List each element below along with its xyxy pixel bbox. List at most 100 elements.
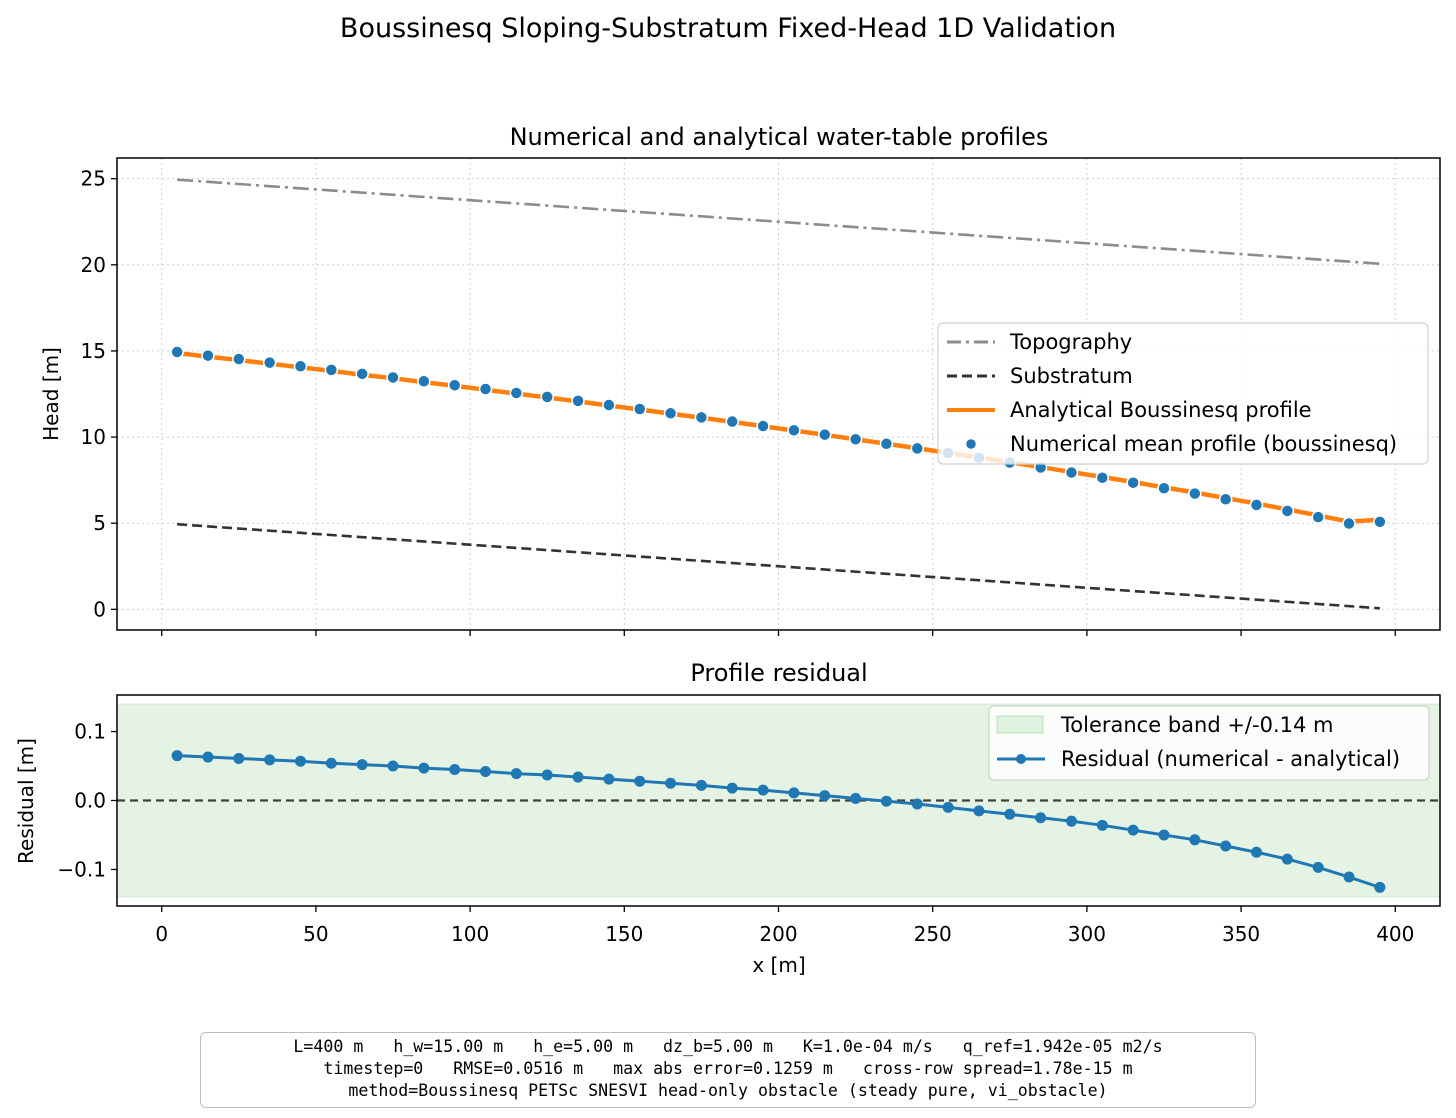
bottom-xtick-label: 0 [155,922,168,946]
numerical-profile-point [787,423,801,438]
numerical-profile-point [632,402,647,416]
bottom-panel-title: Profile residual [690,659,867,687]
residual-point [1096,819,1108,831]
numerical-profile-point [1311,510,1325,524]
residual-point [541,769,553,781]
residual-point [850,792,862,804]
residual-point [1281,853,1293,865]
residual-point [1004,808,1016,820]
residual-point [264,754,276,766]
residual-point [819,790,831,802]
numerical-profile-point [602,398,616,412]
residual-point [510,768,522,780]
residual-point [480,766,492,778]
numerical-profile-point [725,414,739,429]
bottom-xtick-label: 200 [759,922,797,946]
numerical-profile-point [355,367,369,381]
top-ytick-label: 20 [81,253,106,277]
bottom-xtick-label: 400 [1376,922,1414,946]
numerical-profile-point [571,394,585,408]
numerical-profile-point [1280,504,1295,518]
numerical-profile-point [1126,475,1140,490]
residual-point [911,798,923,810]
residual-point [1312,861,1324,873]
legend-numerical-label: Numerical mean profile (boussinesq) [1010,432,1397,456]
bottom-xtick-label: 300 [1068,922,1106,946]
bottom-xtick-label: 150 [605,922,643,946]
residual-point [418,762,430,774]
numerical-profile-point [509,386,524,400]
residual-point [634,775,646,787]
numerical-profile-point [1188,486,1202,501]
bottom-panel-xlabel: x [m] [752,953,805,977]
numerical-profile-point [170,345,184,359]
legend-residual-label: Residual (numerical - analytical) [1061,747,1400,771]
residual-point [171,750,183,762]
residual-point [356,759,368,771]
info-line-1: L=400 m h_w=15.00 m h_e=5.00 m dz_b=5.00… [293,1037,1163,1056]
top-ytick-label: 10 [81,425,106,449]
numerical-profile-point [756,419,770,433]
info-line-3: method=Boussinesq PETSc SNESVI head-only… [348,1081,1108,1100]
residual-point [1035,812,1047,824]
bottom-legend: Tolerance band +/-0.14 m Residual (numer… [988,705,1430,781]
info-line-2: timestep=0 RMSE=0.0516 m max abs error=0… [323,1059,1133,1078]
numerical-profile-point [324,363,339,377]
figure-canvas: Boussinesq Sloping-Substratum Fixed-Head… [14,13,1441,977]
residual-point [233,752,245,764]
legend-substratum-label: Substratum [1010,364,1133,388]
numerical-profile-point [694,410,709,425]
residual-point [1374,881,1386,893]
residual-point [880,795,892,807]
numerical-profile-point [447,378,462,392]
numerical-profile-point [201,348,215,363]
bottom-ytick-label: 0.0 [74,789,106,813]
legend-topography-label: Topography [1009,330,1132,354]
residual-point [1343,871,1355,883]
legend-tolerance-label: Tolerance band +/-0.14 m [1060,713,1333,737]
numerical-profile-point [1095,470,1110,485]
bottom-xtick-label: 50 [303,922,328,946]
legend-numerical-swatch [964,437,978,451]
residual-point [603,773,615,785]
bottom-xtick-label: 100 [451,922,489,946]
top-ytick-label: 25 [81,167,106,191]
residual-point [757,784,769,796]
top-ytick-label: 5 [93,511,106,535]
legend-residual-marker-swatch [1016,754,1026,764]
bottom-xtick-label: 250 [914,922,952,946]
bottom-xtick-label: 350 [1222,922,1260,946]
residual-point [665,777,677,789]
numerical-profile-point [1218,492,1233,507]
residual-point [325,757,337,769]
top-panel-series [170,178,1387,610]
residual-point [449,763,461,775]
top-panel-ylabel: Head [m] [39,347,63,441]
numerical-profile-point [910,441,925,456]
residual-point [572,771,584,783]
residual-point [387,760,399,772]
numerical-profile-point [232,352,246,366]
residual-point [1251,846,1263,858]
top-panel-ticks: 0 5 10 15 20 25 [81,167,1396,636]
bottom-legend-frame [988,705,1430,781]
residual-point [942,801,954,813]
substratum-line [177,522,1380,610]
numerical-profile-point [478,382,493,396]
numerical-profile-point [848,432,863,447]
top-legend-frame [937,322,1429,465]
top-ytick-label: 15 [81,339,106,363]
residual-point [726,782,738,794]
residual-point [788,787,800,799]
residual-point [1189,834,1201,846]
bottom-panel-ticks: 0 50 100 150 200 250 300 350 400 0.1 0.0 −0.1 [57,720,1414,946]
residual-point [1065,815,1077,827]
numerical-profile-point [663,406,678,421]
bottom-ytick-label: −0.1 [57,857,106,881]
residual-point [695,779,707,791]
residual-point [1158,829,1170,841]
figure-suptitle: Boussinesq Sloping-Substratum Fixed-Head… [340,13,1116,44]
residual-point [973,805,985,817]
numerical-profile-point [1373,515,1387,529]
topography-line [177,178,1380,266]
